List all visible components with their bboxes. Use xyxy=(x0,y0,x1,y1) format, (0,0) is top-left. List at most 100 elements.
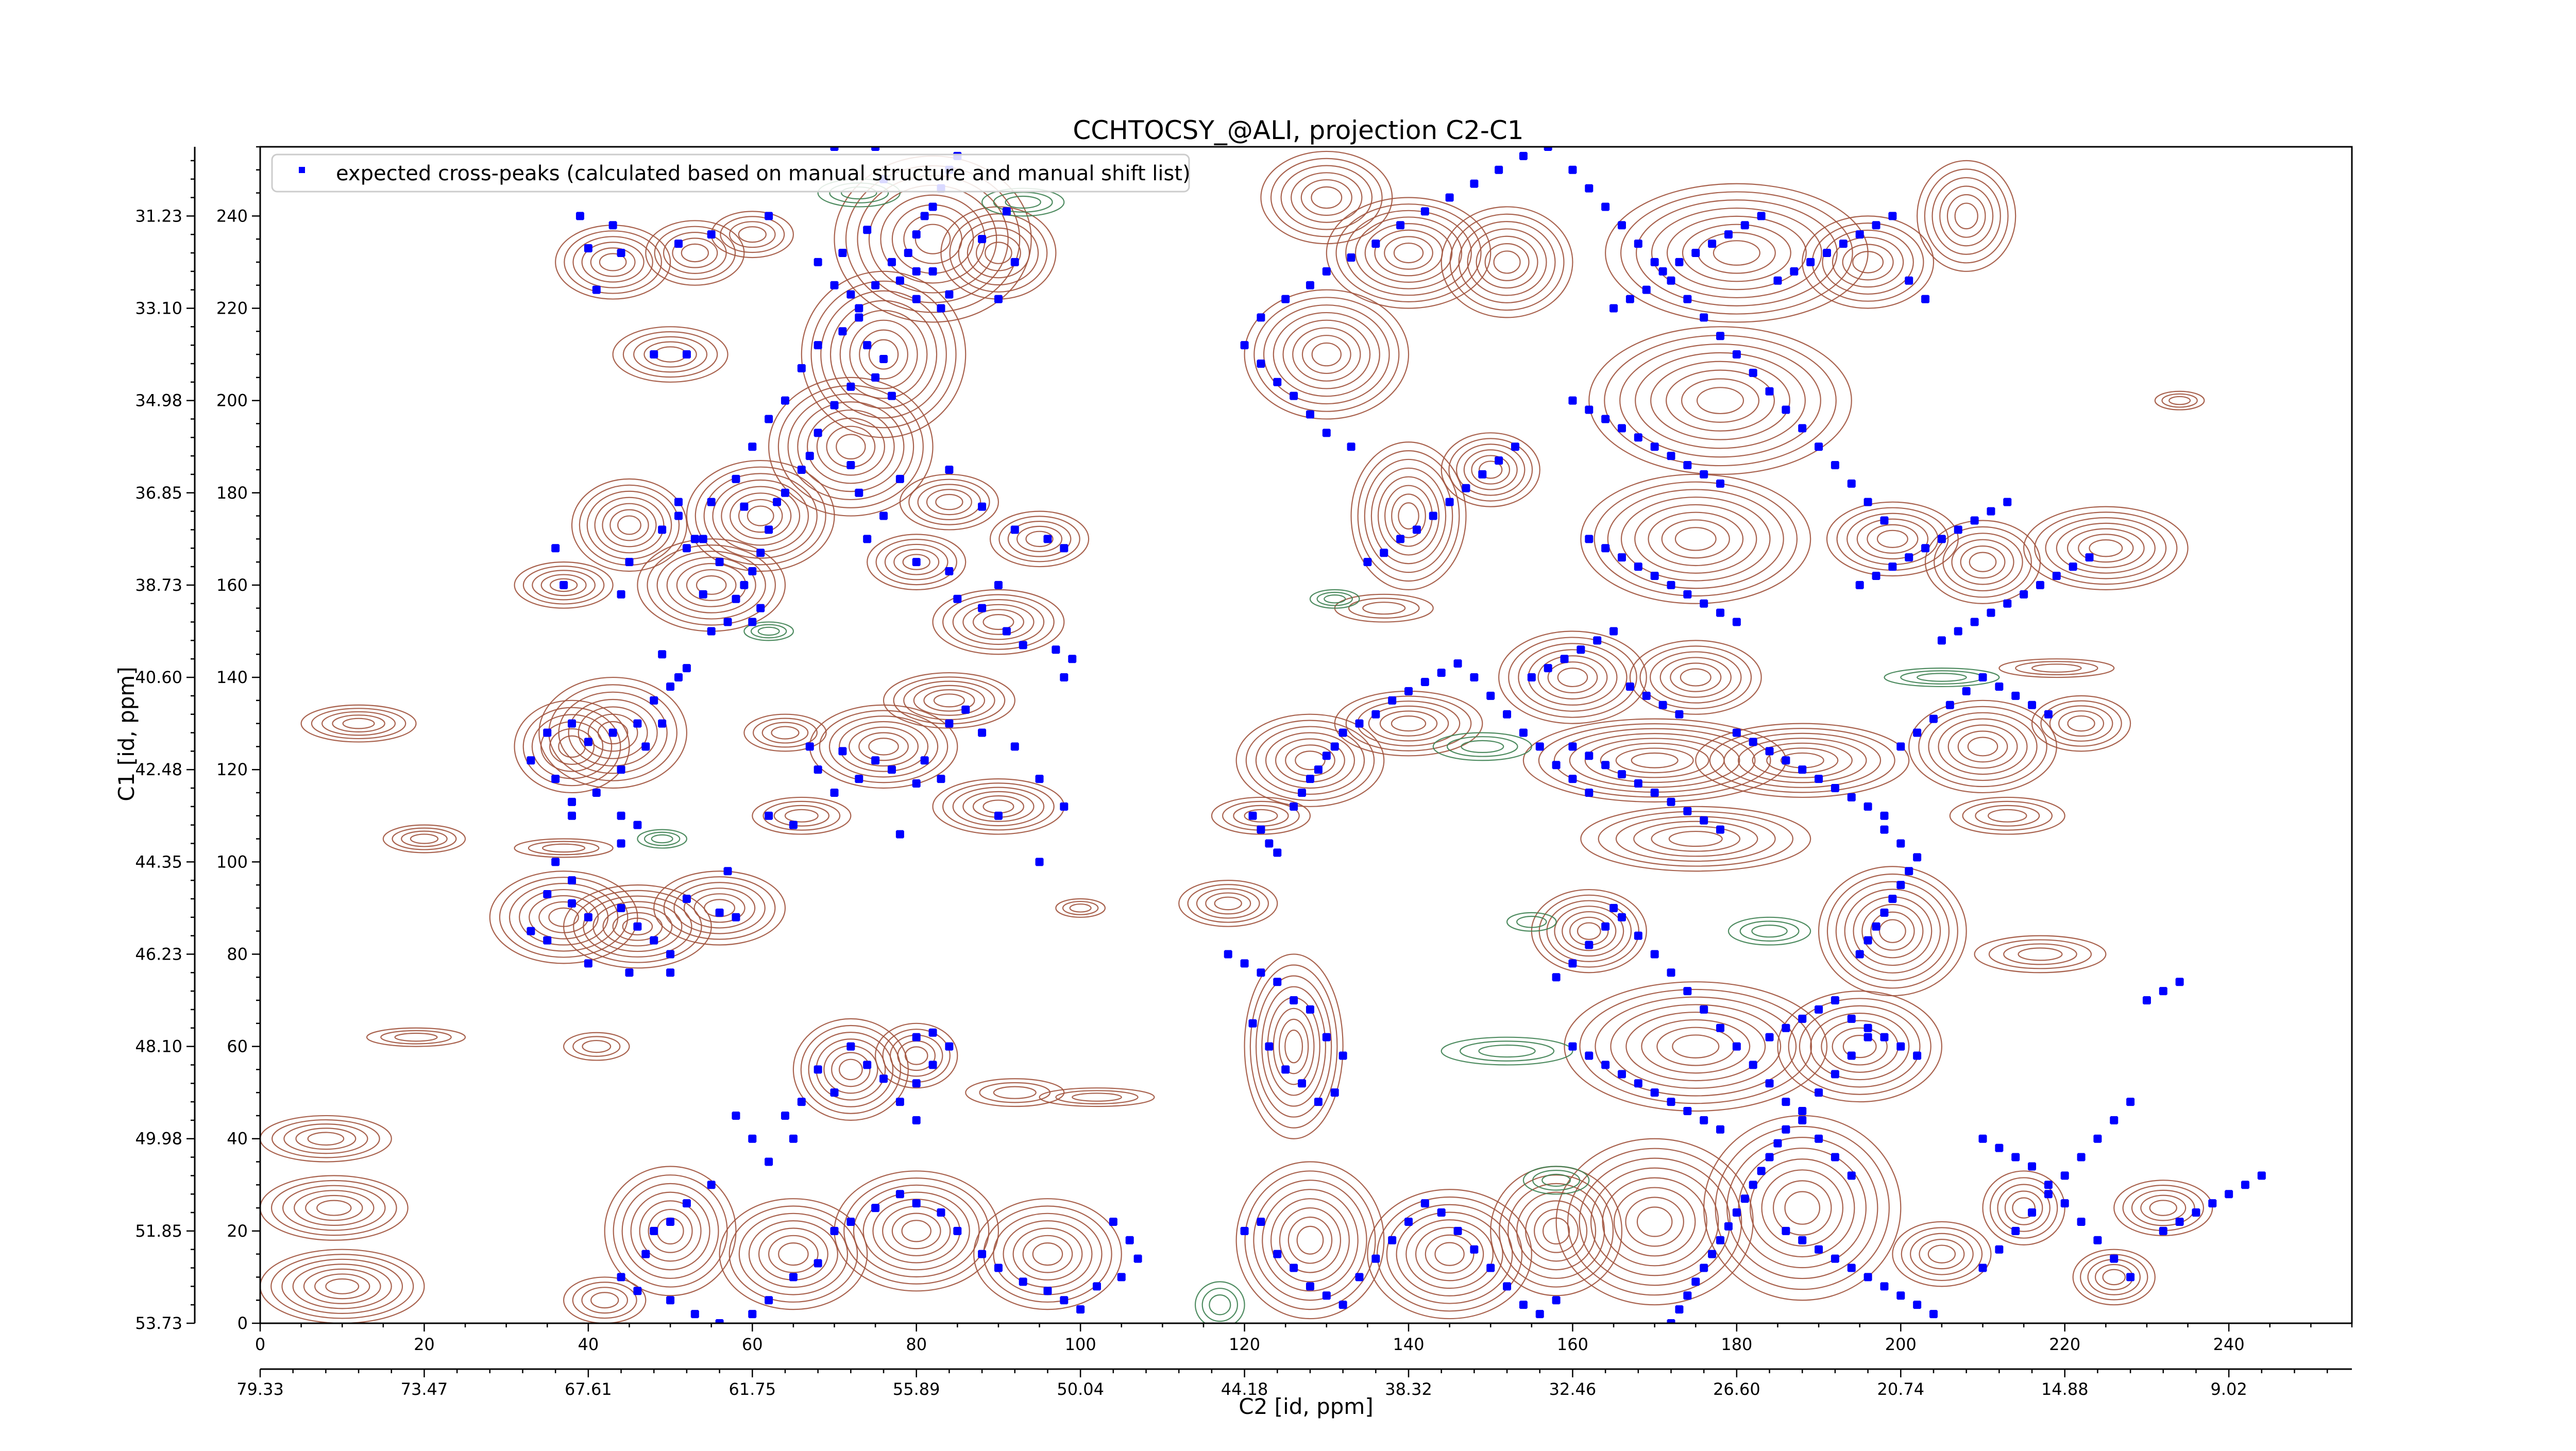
contour-ring xyxy=(2140,1194,2187,1221)
contour-ring xyxy=(719,1198,868,1310)
cross-peak-marker xyxy=(1650,1088,1659,1097)
cross-peak-marker xyxy=(2060,1199,2069,1208)
contour-ring xyxy=(1650,361,1791,440)
legend: expected cross-peaks (calculated based o… xyxy=(271,153,1191,193)
contour-ring xyxy=(1301,335,1351,374)
cross-peak-marker xyxy=(617,765,625,774)
contour-blob xyxy=(1194,1281,1245,1323)
contour-ring xyxy=(1772,1180,1832,1236)
contour-blob xyxy=(1892,1221,1992,1287)
contour-ring xyxy=(1672,1034,1720,1059)
cross-peak-marker xyxy=(1035,858,1044,866)
cross-peak-marker xyxy=(1371,1254,1380,1263)
cross-peak-marker xyxy=(1248,811,1257,820)
cross-peak-marker xyxy=(846,461,855,470)
cross-peak-marker xyxy=(1552,973,1561,982)
cross-peak-marker xyxy=(1322,1033,1331,1042)
contour-ring xyxy=(1636,1206,1673,1237)
contour-ring xyxy=(1649,651,1742,704)
cross-peak-marker xyxy=(1290,802,1298,811)
contour-ring xyxy=(862,1191,970,1271)
cross-peak-marker xyxy=(937,775,945,783)
cross-peak-marker xyxy=(575,212,584,220)
contour-ring xyxy=(1602,1177,1707,1267)
contour-ring xyxy=(499,877,629,958)
contour-blob xyxy=(300,704,417,743)
cross-peak-marker xyxy=(1355,719,1364,728)
contour-ring xyxy=(867,534,967,590)
contour-ring xyxy=(1039,1087,1155,1107)
contour-ring xyxy=(952,599,1045,645)
cross-peak-marker xyxy=(1716,332,1725,340)
cross-peak-marker xyxy=(1995,682,2004,691)
contour-ring xyxy=(1335,203,1482,302)
contour-ring xyxy=(748,1220,838,1288)
contour-blob xyxy=(686,459,835,572)
contour-ring xyxy=(489,870,638,964)
cross-peak-marker xyxy=(1815,1134,1823,1143)
cross-peak-marker xyxy=(1306,1282,1314,1291)
contour-blob xyxy=(1055,898,1106,918)
cross-peak-marker xyxy=(1625,682,1634,691)
x-axis: 0 20 40 60 80 100 120 140 160 180 200 220 240 xyxy=(255,1323,2353,1354)
chart-title: CCHTOCSY_@ALI, projection C2-C1 xyxy=(1073,115,1523,145)
cross-peak-marker xyxy=(1429,511,1437,520)
contour-ring xyxy=(902,554,930,570)
contour-ring xyxy=(1506,912,1557,932)
contour-ring xyxy=(1659,657,1732,698)
cross-peak-marker xyxy=(1921,295,1930,303)
x-ppm-tick-label: 55.89 xyxy=(893,1379,940,1399)
cross-peak-marker xyxy=(2077,1217,2086,1226)
contour-ring xyxy=(522,566,605,605)
contour-ring xyxy=(949,213,1048,293)
contour-ring xyxy=(1934,526,2032,598)
cross-peak-marker xyxy=(1601,202,1610,211)
cross-peak-marker xyxy=(1585,941,1594,949)
contour-ring xyxy=(307,1132,345,1146)
cross-peak-marker xyxy=(1642,691,1651,700)
contour-ring xyxy=(300,704,417,743)
cross-peak-marker xyxy=(863,226,872,234)
contour-ring xyxy=(1508,637,1637,718)
cross-peak-marker xyxy=(1306,281,1314,289)
contour-ring xyxy=(1405,1219,1494,1289)
cross-peak-marker xyxy=(1585,752,1594,760)
contour-ring xyxy=(1784,1191,1821,1225)
cross-peak-marker xyxy=(617,590,625,599)
contour-ring xyxy=(1522,1166,1590,1195)
x-tick-label: 120 xyxy=(1229,1335,1260,1354)
x-tick-label: 0 xyxy=(255,1335,265,1354)
contour-ring xyxy=(647,544,776,626)
contour-blob xyxy=(1580,806,1811,872)
contour-ring xyxy=(410,833,439,844)
contour-ring xyxy=(1279,1207,1342,1273)
contour-ring xyxy=(2149,1200,2177,1216)
cross-peak-marker xyxy=(1010,742,1019,751)
cross-peak-marker xyxy=(2085,553,2094,562)
contour-ring xyxy=(985,242,1012,264)
cross-peak-marker xyxy=(1650,950,1659,959)
x-ppm-tick-label: 32.46 xyxy=(1549,1379,1597,1399)
contour-ring xyxy=(1296,1225,1324,1255)
cross-peak-marker xyxy=(1847,1171,1856,1180)
contour-ring xyxy=(838,1059,863,1081)
contour-ring xyxy=(761,722,809,744)
contour-ring xyxy=(1594,481,1798,597)
contour-ring xyxy=(1377,1196,1523,1312)
cross-peak-marker xyxy=(1265,839,1274,848)
contour-ring xyxy=(673,882,766,934)
contour-ring xyxy=(1364,458,1453,573)
cross-peak-marker xyxy=(920,756,929,765)
y-ppm-tick-label: 48.10 xyxy=(135,1037,182,1056)
contour-blob xyxy=(1440,432,1540,507)
cross-peak-marker xyxy=(887,258,896,266)
cross-peak-marker xyxy=(1511,442,1519,451)
contour-ring xyxy=(1253,1180,1367,1301)
cross-peak-marker xyxy=(912,1079,921,1088)
cross-peak-marker xyxy=(666,950,675,959)
contour-ring xyxy=(2067,715,2095,732)
cross-peak-marker xyxy=(1658,267,1667,276)
cross-peak-marker xyxy=(945,567,954,576)
contour-ring xyxy=(1300,179,1352,216)
cross-peak-marker xyxy=(1954,525,1962,534)
